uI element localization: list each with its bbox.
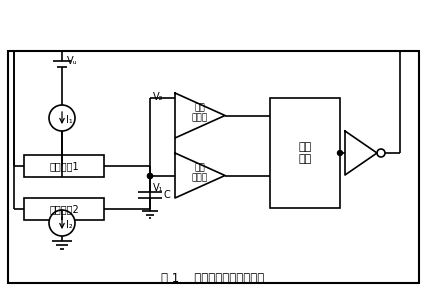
Text: I₂: I₂ [66, 220, 72, 230]
Circle shape [147, 173, 152, 178]
Text: V₂: V₂ [153, 92, 163, 102]
Text: 可控开关2: 可控开关2 [49, 204, 79, 214]
Text: I₁: I₁ [66, 115, 72, 125]
Bar [24, 155, 104, 177]
Bar [8, 51, 418, 283]
Text: 比较器: 比较器 [192, 113, 207, 123]
Text: Vᵤ: Vᵤ [67, 56, 78, 66]
Bar [269, 98, 339, 208]
Text: V₁: V₁ [153, 183, 163, 193]
Circle shape [147, 173, 152, 178]
Text: 图 1    驰张振荡器的结构框图: 图 1 驰张振荡器的结构框图 [161, 272, 264, 285]
Text: 可控开关1: 可控开关1 [49, 161, 79, 171]
Circle shape [337, 150, 342, 155]
Text: 低位: 低位 [194, 164, 205, 173]
Text: 高位: 高位 [194, 104, 205, 113]
Circle shape [49, 210, 75, 236]
Text: 控制
部分: 控制 部分 [298, 142, 311, 164]
Text: 比较器: 比较器 [192, 173, 207, 182]
Circle shape [376, 149, 384, 157]
Circle shape [49, 105, 75, 131]
Text: C: C [164, 190, 170, 200]
Bar [24, 198, 104, 220]
